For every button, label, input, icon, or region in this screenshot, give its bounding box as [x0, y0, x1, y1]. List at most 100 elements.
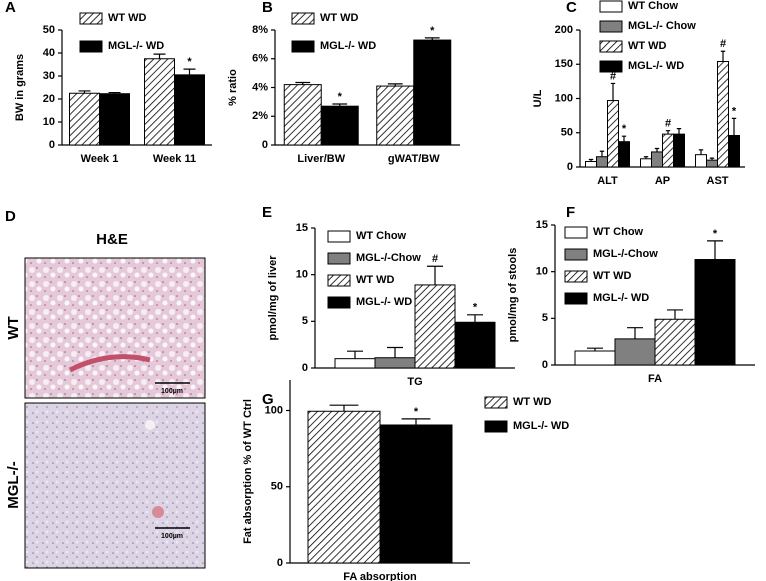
y-axis-label: U/L: [532, 89, 544, 107]
error-bar: [621, 135, 627, 142]
error-bar: [720, 50, 726, 62]
chart-panel: G Fat absorption % of WT Ctrl 0 50 100 FA abs…: [242, 380, 569, 581]
panel-letter: F: [566, 204, 575, 221]
y-tick-label: 15: [536, 219, 548, 231]
legend-label: MGL-/- WD: [513, 420, 569, 432]
legend-swatch: [564, 226, 588, 239]
y-tick-label: 6%: [252, 53, 268, 65]
bar: [618, 141, 630, 168]
bar: [596, 156, 608, 168]
x-tick-label: Week 1: [81, 153, 119, 165]
error-bar: [424, 37, 440, 41]
error-bar: [332, 103, 348, 107]
y-tick-label: 100: [555, 92, 573, 104]
bar: [376, 85, 415, 146]
bar: [607, 100, 619, 168]
error-bar: [627, 327, 643, 339]
y-tick-label: 4%: [252, 81, 268, 93]
significance-mark: *: [713, 228, 718, 240]
bar: [706, 159, 718, 168]
x-tick-label: Liver/BW: [297, 153, 345, 165]
micrograph: [24, 402, 206, 569]
panel-letter: A: [5, 0, 16, 16]
error-bar: [654, 147, 660, 152]
y-tick-label: 0: [567, 161, 573, 173]
error-bar: [709, 157, 715, 161]
bar: [174, 74, 205, 146]
error-bar: [108, 91, 121, 94]
x-tick-label: FA: [648, 373, 662, 385]
error-bar: [588, 158, 594, 162]
bar: [662, 133, 674, 168]
significance-mark: #: [610, 70, 616, 82]
error-bar: [707, 240, 723, 260]
panel-letter: D: [5, 208, 16, 225]
legend-label: MGL-/-Chow: [593, 248, 658, 260]
error-bar: [387, 346, 403, 358]
y-tick-label: 15: [296, 222, 308, 234]
legend-label: WT Chow: [628, 0, 679, 12]
error-bar: [153, 53, 166, 59]
y-tick-label: 150: [555, 58, 573, 70]
y-tick-label: 100: [265, 404, 283, 416]
chart-panel: B % ratio 0 2% 4% 6% 8% Liver/BW * gWAT/BW * WT WD M…: [227, 0, 460, 165]
legend-label: WT Chow: [356, 230, 407, 242]
chart-panel: A BW in grams 0 10 20 30 40 50 Week 1 Week 11 * WT …: [5, 0, 212, 165]
bar: [413, 39, 452, 146]
x-tick-label: AP: [655, 175, 670, 187]
y-tick-label: 2%: [252, 110, 268, 122]
bar: [334, 358, 376, 369]
error-bar: [401, 418, 431, 425]
legend-swatch: [327, 230, 351, 243]
significance-mark: *: [338, 91, 343, 103]
y-tick-label: 30: [43, 70, 55, 82]
bar: [585, 161, 597, 168]
legend-label: WT WD: [320, 12, 359, 24]
bar: [414, 284, 456, 369]
legend-label: MGL-/- Chow: [628, 20, 696, 32]
legend-label: WT Chow: [593, 226, 644, 238]
significance-mark: #: [720, 38, 726, 50]
error-bar: [387, 83, 403, 87]
error-bar: [467, 314, 483, 323]
legend-label: WT WD: [628, 40, 667, 52]
legend-swatch: [564, 248, 588, 261]
legend-label: MGL-/- WD: [628, 60, 684, 72]
bar: [651, 151, 663, 168]
bar: [717, 61, 729, 168]
bar: [574, 350, 616, 366]
legend-label: MGL-/- WD: [320, 40, 376, 52]
panel-letter: G: [262, 391, 274, 408]
x-tick-label: Week 11: [153, 153, 196, 165]
significance-mark: *: [187, 56, 192, 68]
legend-swatch: [599, 20, 623, 33]
legend-swatch: [564, 270, 588, 283]
significance-mark: #: [665, 118, 671, 130]
stain-label: H&E: [96, 231, 128, 248]
legend-label: WT WD: [593, 270, 632, 282]
x-tick-label: FA absorption: [343, 571, 417, 581]
y-tick-label: 0: [277, 557, 283, 569]
bar: [99, 93, 130, 146]
y-axis-label: Fat absorption % of WT Ctrl: [242, 399, 254, 544]
y-tick-label: 0: [262, 139, 268, 151]
y-tick-label: 5: [542, 312, 548, 324]
bar: [307, 410, 381, 564]
error-bar: [667, 309, 683, 320]
error-bar: [587, 347, 603, 351]
bar: [320, 105, 359, 146]
y-tick-label: 10: [296, 269, 308, 281]
significance-mark: *: [622, 123, 627, 135]
legend-swatch: [599, 0, 623, 13]
error-bar: [427, 265, 443, 285]
legend-label: MGL-/- WD: [108, 40, 164, 52]
bar: [454, 321, 496, 369]
y-tick-label: 50: [561, 127, 573, 139]
error-bar: [665, 130, 671, 135]
x-tick-label: ALT: [597, 175, 618, 187]
bar: [640, 158, 652, 168]
scale-label: 100µm: [161, 533, 183, 540]
bar: [694, 259, 736, 366]
scale-label: 100µm: [161, 388, 183, 395]
